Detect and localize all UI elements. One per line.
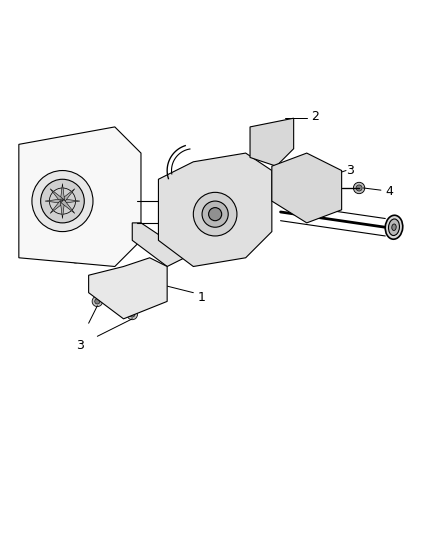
Circle shape: [353, 182, 364, 193]
Ellipse shape: [32, 171, 93, 232]
Polygon shape: [158, 153, 271, 266]
Ellipse shape: [41, 179, 84, 223]
Text: 3: 3: [345, 164, 353, 177]
Circle shape: [92, 296, 102, 306]
Circle shape: [173, 186, 178, 190]
Ellipse shape: [385, 215, 402, 239]
Circle shape: [237, 175, 245, 183]
Circle shape: [114, 239, 124, 250]
Text: 4: 4: [385, 184, 392, 198]
Circle shape: [29, 242, 35, 247]
Polygon shape: [60, 183, 64, 201]
Circle shape: [83, 139, 94, 150]
Polygon shape: [50, 199, 64, 213]
Polygon shape: [250, 118, 293, 166]
Polygon shape: [45, 199, 62, 203]
Ellipse shape: [201, 201, 228, 227]
Circle shape: [127, 309, 137, 320]
Circle shape: [355, 185, 361, 191]
Ellipse shape: [208, 208, 221, 221]
Polygon shape: [88, 258, 167, 319]
Circle shape: [31, 152, 42, 163]
Ellipse shape: [391, 224, 395, 230]
Polygon shape: [132, 223, 184, 266]
Circle shape: [27, 239, 37, 250]
Text: 1: 1: [197, 290, 205, 303]
Circle shape: [116, 242, 121, 247]
Circle shape: [182, 238, 186, 243]
Polygon shape: [60, 201, 64, 219]
Polygon shape: [62, 199, 80, 203]
Text: 2: 2: [311, 109, 318, 123]
Polygon shape: [50, 189, 64, 203]
Polygon shape: [271, 153, 341, 223]
Circle shape: [239, 177, 243, 181]
Circle shape: [125, 212, 130, 217]
Ellipse shape: [388, 219, 399, 236]
Circle shape: [122, 209, 133, 220]
Circle shape: [70, 253, 81, 263]
Polygon shape: [61, 199, 74, 213]
Circle shape: [118, 161, 128, 172]
Ellipse shape: [193, 192, 237, 236]
Circle shape: [171, 183, 180, 192]
Polygon shape: [61, 189, 74, 203]
Circle shape: [120, 164, 126, 169]
Circle shape: [95, 299, 100, 304]
Circle shape: [252, 229, 256, 234]
Circle shape: [34, 155, 39, 160]
Circle shape: [250, 227, 258, 236]
Circle shape: [73, 255, 78, 261]
Circle shape: [129, 312, 134, 317]
Circle shape: [86, 142, 91, 147]
Circle shape: [180, 236, 188, 245]
Polygon shape: [19, 127, 141, 266]
Text: 3: 3: [76, 338, 84, 352]
